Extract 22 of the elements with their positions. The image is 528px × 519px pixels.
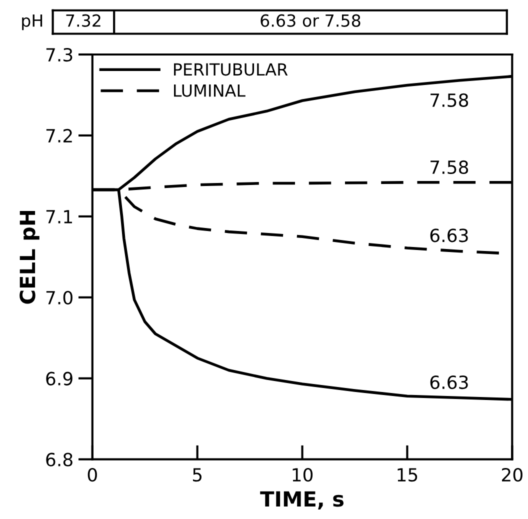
x-axis-title: TIME, s <box>260 491 344 510</box>
y-tick-label: 7.3 <box>46 48 72 62</box>
x-tick-label: 0 <box>88 468 97 482</box>
y-tick-label: 7.1 <box>46 210 72 224</box>
annotation: 7.58 <box>430 93 468 108</box>
y-axis-title: CELL pH <box>20 210 40 304</box>
x-tick-label: 10 <box>292 468 313 482</box>
x-tick-label: 20 <box>502 468 522 482</box>
annotation: 6.63 <box>430 228 468 242</box>
text: 6.63 or 7.58 <box>260 14 360 27</box>
legend-label: PERITUBULAR <box>174 63 288 76</box>
y-tick-label: 7.2 <box>46 128 72 142</box>
legend-label: LUMINAL <box>174 84 246 97</box>
x-tick-label: 5 <box>192 468 202 482</box>
y-tick-label: 6.8 <box>46 452 72 466</box>
annotation: 7.58 <box>430 160 468 174</box>
y-tick-label: 7.0 <box>46 290 72 305</box>
text: pH <box>22 14 42 30</box>
annotation: 6.63 <box>430 375 468 390</box>
x-tick-label: 15 <box>398 468 418 482</box>
text: 7.32 <box>66 14 100 27</box>
y-tick-label: 6.9 <box>46 372 72 386</box>
